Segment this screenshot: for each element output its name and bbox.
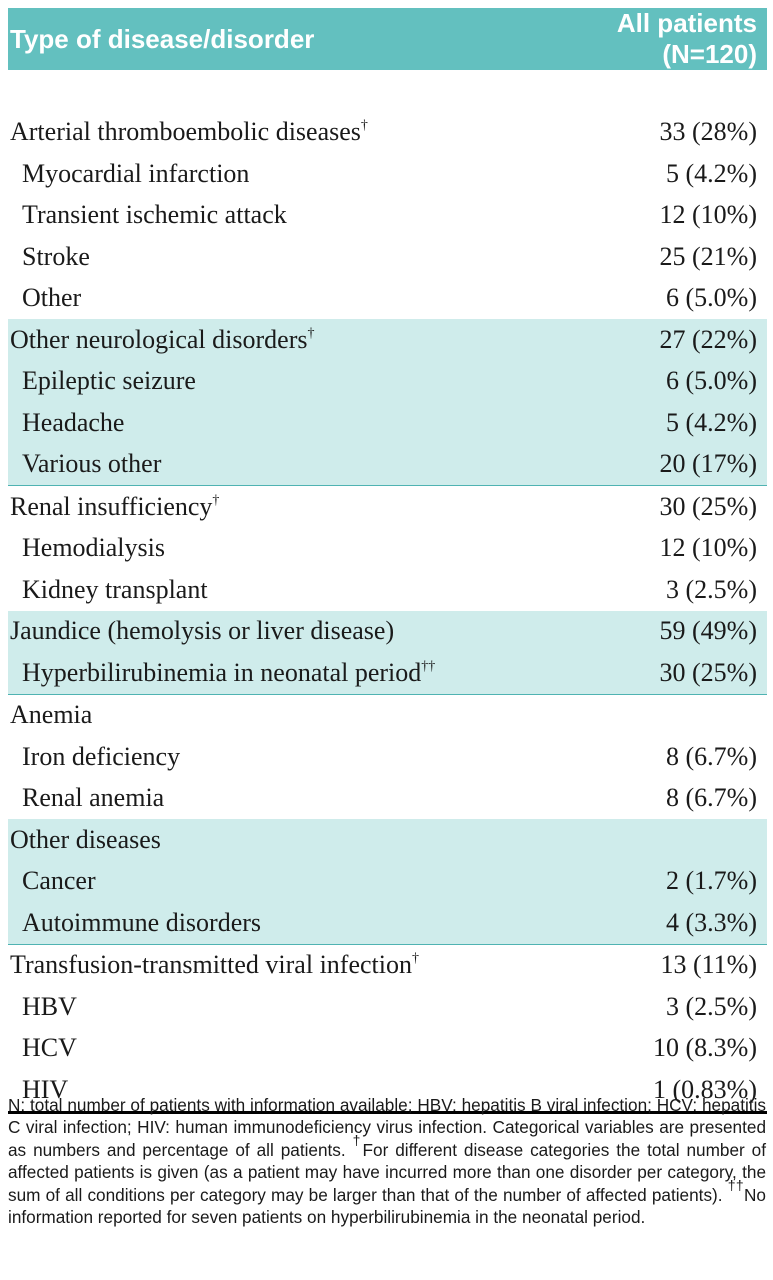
row-label: Renal anemia: [22, 783, 165, 813]
row-value: 30 (25%): [547, 485, 767, 528]
header-all-patients: All patients (N=120): [547, 8, 767, 70]
table-row: Renal anemia 8 (6.7%): [8, 778, 767, 820]
dagger-mark: †: [352, 1131, 363, 1148]
row-label: Iron deficiency: [22, 741, 181, 771]
row-value: 3 (2.5%): [666, 991, 757, 1021]
row-value: [547, 693, 767, 736]
table-row: Kidney transplant 3 (2.5%): [8, 569, 767, 611]
row-label: Hemodialysis: [22, 533, 165, 563]
header-all-patients-n: (N=120): [662, 39, 757, 69]
table-row: Myocardial infarction 5 (4.2%): [8, 153, 767, 195]
footnote-text-1: N: total number of patients with informa…: [8, 1095, 766, 1160]
table-row: Jaundice (hemolysis or liver disease) 59…: [8, 610, 767, 652]
row-label: Other diseases: [8, 819, 547, 861]
dagger-mark: †: [411, 951, 419, 967]
table-row: HCV 10 (8.3%): [8, 1028, 767, 1070]
row-value: 12 (10%): [659, 533, 757, 563]
row-label: Jaundice (hemolysis or liver disease): [8, 610, 547, 652]
dagger-mark: †: [212, 492, 220, 508]
header-spacer: [8, 70, 767, 112]
row-label: Hyperbilirubinemia in neonatal period††: [8, 652, 547, 694]
row-value: 25 (21%): [659, 241, 757, 271]
header-all-patients-line1: All patients: [616, 8, 757, 38]
table-row: Epileptic seizure 6 (5.0%): [8, 360, 767, 402]
row-value: 30 (25%): [547, 652, 767, 694]
row-label: Other: [22, 283, 82, 313]
row-label: Epileptic seizure: [8, 360, 547, 402]
row-label: HCV: [22, 1033, 77, 1063]
double-dagger-mark: ††: [727, 1176, 745, 1193]
row-value: 12 (10%): [659, 200, 757, 230]
row-label: Stroke: [22, 241, 90, 271]
row-value: 4 (3.3%): [547, 902, 767, 944]
row-label: Transient ischemic attack: [22, 200, 287, 230]
row-value: 8 (6.7%): [666, 741, 757, 771]
row-label: Autoimmune disorders: [8, 902, 547, 944]
row-label: Other neurological disorders†: [8, 319, 547, 361]
table-row: Other diseases: [8, 819, 767, 861]
row-value: [547, 819, 767, 861]
row-value: 33 (28%): [659, 117, 757, 147]
table-row: Arterial thromboembolic diseases† 33 (28…: [8, 112, 767, 154]
table-row: Other neurological disorders† 27 (22%): [8, 319, 767, 361]
row-label: Anemia: [8, 693, 547, 736]
table-footnote: N: total number of patients with informa…: [8, 1094, 766, 1228]
row-label: Myocardial infarction: [22, 158, 250, 188]
row-value: 8 (6.7%): [666, 783, 757, 813]
table-row: Iron deficiency 8 (6.7%): [8, 736, 767, 778]
row-value: 20 (17%): [547, 443, 767, 486]
row-value: 2 (1.7%): [547, 860, 767, 902]
table-row: Transfusion-transmitted viral infection†…: [8, 943, 767, 986]
row-value: 6 (5.0%): [547, 360, 767, 402]
row-value: 10 (8.3%): [653, 1033, 757, 1063]
table-row: Hyperbilirubinemia in neonatal period†† …: [8, 652, 767, 694]
row-value: 3 (2.5%): [666, 574, 757, 604]
row-value: 1 (0.83%): [547, 1069, 767, 1114]
row-label: HIV: [8, 1069, 547, 1114]
row-value: 27 (22%): [547, 319, 767, 361]
table-row: Hemodialysis 12 (10%): [8, 528, 767, 570]
row-value: 59 (49%): [547, 610, 767, 652]
row-label: Headache: [8, 402, 547, 444]
row-label: Arterial thromboembolic diseases†: [10, 117, 368, 147]
row-label: Various other: [8, 443, 547, 486]
row-label: Renal insufficiency†: [8, 485, 547, 528]
table-row: Headache 5 (4.2%): [8, 402, 767, 444]
disease-table: Type of disease/disorder All patients (N…: [8, 8, 767, 1114]
table-row: Cancer 2 (1.7%): [8, 860, 767, 902]
row-label: Cancer: [8, 860, 547, 902]
footnote-text-2: For different disease categories the tot…: [8, 1139, 766, 1205]
dagger-mark: †: [360, 118, 368, 134]
table-row: HIV 1 (0.83%): [8, 1069, 767, 1114]
row-value: 6 (5.0%): [666, 283, 757, 313]
footnote-text-3: No information reported for seven patien…: [8, 1184, 766, 1228]
row-value: 5 (4.2%): [666, 158, 757, 188]
table-row: Various other 20 (17%): [8, 443, 767, 486]
row-value: 13 (11%): [547, 943, 767, 986]
row-label: Transfusion-transmitted viral infection†: [8, 943, 547, 986]
table-row: Other 6 (5.0%): [8, 278, 767, 320]
row-value: 5 (4.2%): [547, 402, 767, 444]
dagger-mark: †: [307, 325, 315, 341]
table-row: Anemia: [8, 693, 767, 736]
header-type-of-disease: Type of disease/disorder: [8, 8, 547, 70]
table-row: HBV 3 (2.5%): [8, 986, 767, 1028]
double-dagger-mark: ††: [421, 658, 436, 674]
row-label: Kidney transplant: [22, 574, 208, 604]
table-row: Transient ischemic attack 12 (10%): [8, 195, 767, 237]
row-label: HBV: [22, 991, 77, 1021]
table-row: Renal insufficiency† 30 (25%): [8, 485, 767, 528]
table-row: Autoimmune disorders 4 (3.3%): [8, 902, 767, 944]
table-header: Type of disease/disorder All patients (N…: [8, 8, 767, 70]
table-row: Stroke 25 (21%): [8, 236, 767, 278]
